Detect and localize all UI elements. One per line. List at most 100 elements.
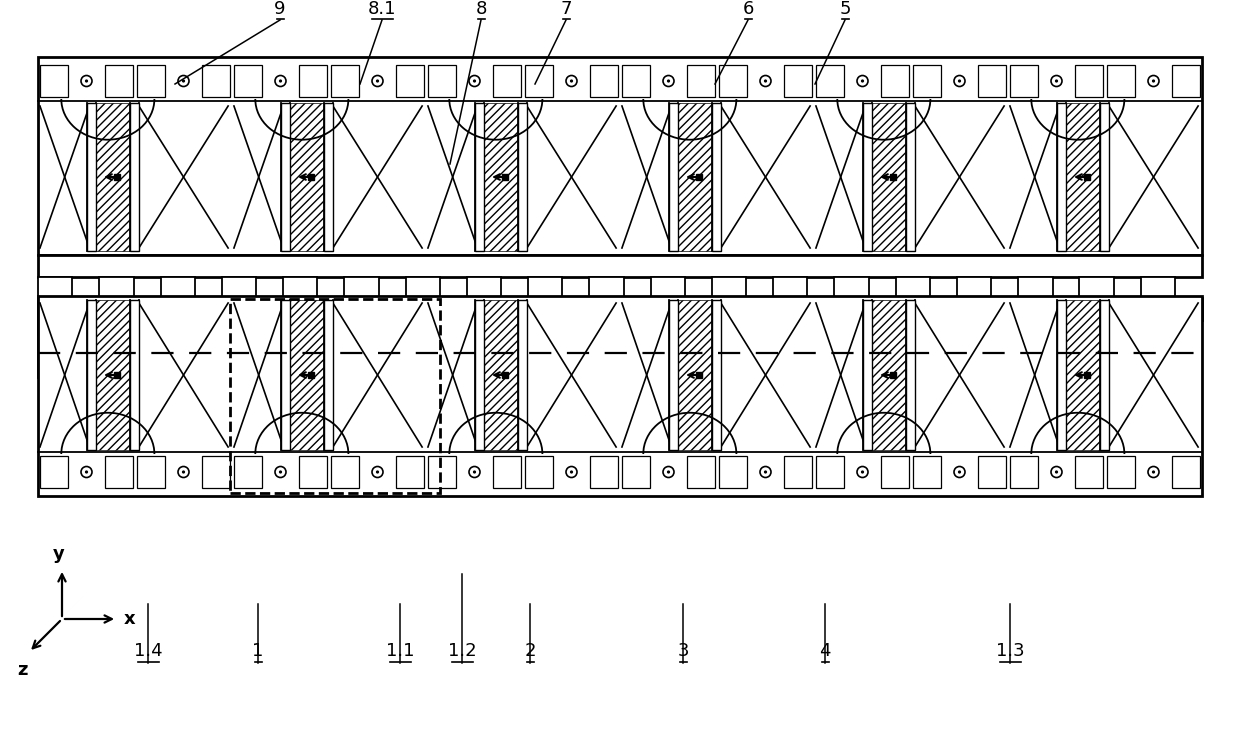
Bar [160,320,195,378]
Bar [1107,65,1136,97]
Bar [130,300,139,450]
Circle shape [372,467,383,478]
Circle shape [182,470,185,473]
Circle shape [275,467,286,478]
Bar [283,320,317,378]
Bar [234,65,262,97]
Circle shape [954,467,965,478]
Bar [835,320,869,378]
Text: z: z [17,661,27,679]
Bar [1080,277,1114,335]
Circle shape [861,470,864,473]
Bar [40,456,68,488]
Bar [1058,300,1066,450]
Bar [475,300,484,450]
Circle shape [376,470,379,473]
Bar [97,103,130,251]
Bar [774,277,807,335]
Circle shape [1052,76,1061,87]
Bar [88,300,97,450]
Bar [130,103,139,251]
Bar [906,300,915,450]
Bar [492,65,521,97]
Text: 3: 3 [677,642,688,660]
Text: 1.4: 1.4 [134,642,162,660]
Bar [906,103,915,251]
Bar [784,456,812,488]
Circle shape [1055,470,1058,473]
Bar [160,277,195,335]
Circle shape [957,79,961,83]
Bar [38,296,1202,496]
Bar [719,456,748,488]
Bar [913,65,941,97]
Bar [38,277,72,335]
Bar [1100,300,1109,450]
Bar [816,65,844,97]
Bar [396,456,424,488]
Circle shape [372,76,383,87]
Text: 1.1: 1.1 [386,642,414,660]
Bar [863,300,872,450]
Text: 8: 8 [475,0,486,18]
Text: 1: 1 [252,642,264,660]
Bar [283,277,317,335]
Bar [957,277,991,335]
Circle shape [957,470,961,473]
Circle shape [857,467,868,478]
Bar [719,65,748,97]
Circle shape [1152,79,1156,83]
Bar [1066,103,1100,251]
Bar [687,456,715,488]
Bar [1011,456,1038,488]
Circle shape [861,79,864,83]
Bar [1011,65,1038,97]
Bar [774,320,807,378]
Bar [231,299,439,493]
Text: y: y [53,545,64,563]
Bar [1141,320,1176,378]
Circle shape [1052,467,1061,478]
Bar [687,65,715,97]
Circle shape [275,76,286,87]
Bar [40,65,68,97]
Bar [622,65,650,97]
Bar [622,456,650,488]
Bar [528,277,563,335]
Bar [712,277,746,335]
Bar [589,320,624,378]
Bar [1018,320,1053,378]
Circle shape [1148,467,1159,478]
Bar [104,65,133,97]
Text: 7: 7 [560,0,572,18]
Bar [38,255,1202,277]
Bar [590,456,618,488]
Circle shape [760,467,771,478]
Circle shape [857,76,868,87]
Circle shape [667,470,670,473]
Bar [678,103,712,251]
Bar [104,456,133,488]
Bar [816,456,844,488]
Bar [484,103,518,251]
Circle shape [376,79,379,83]
Bar [1100,103,1109,251]
Bar [475,103,484,251]
Bar [97,300,130,450]
Circle shape [760,76,771,87]
Bar [324,103,332,251]
Bar [835,277,869,335]
Bar [38,320,72,378]
Bar [492,456,521,488]
Bar [138,456,165,488]
Bar [518,300,527,450]
Circle shape [570,79,573,83]
Bar [525,456,553,488]
Bar [525,65,553,97]
Bar [428,65,456,97]
Bar [299,65,327,97]
Text: 2: 2 [525,642,536,660]
Bar [281,300,290,450]
Bar [518,103,527,251]
Bar [234,456,262,488]
